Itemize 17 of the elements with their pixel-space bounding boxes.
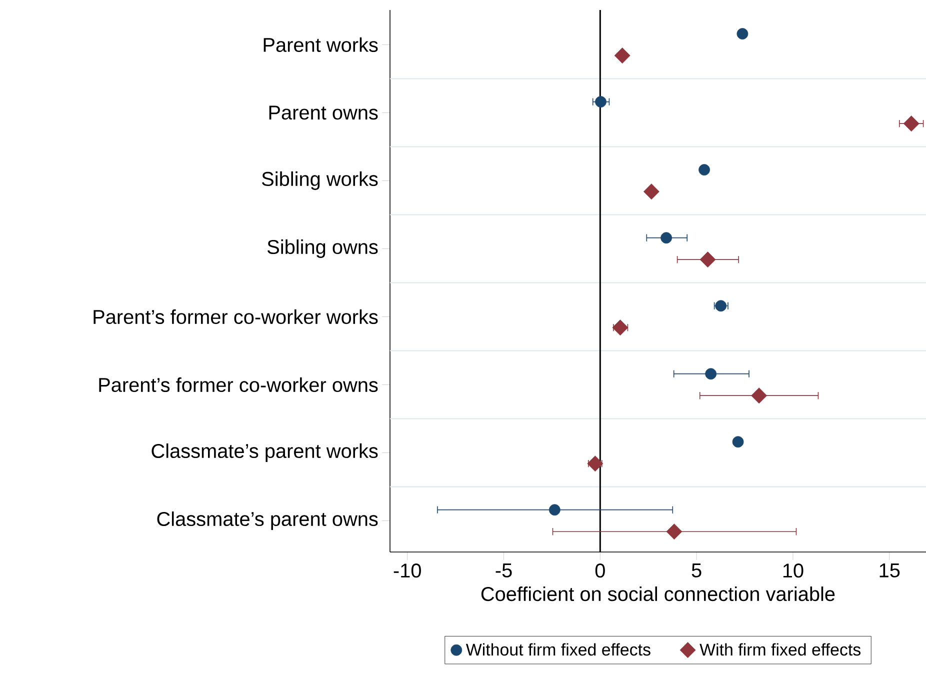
x-tick-label: 10: [783, 564, 804, 578]
y-tick-label: Classmate’s parent works: [152, 443, 378, 462]
x-axis-title: Coefficient on social connection variable: [481, 586, 835, 602]
legend-label: With firm fixed effects: [700, 643, 861, 656]
x-tick-label: 0: [595, 564, 605, 578]
y-tick-label: Parent owns: [269, 106, 378, 120]
x-tick-label: 15: [880, 564, 900, 578]
x-tick-label: -10: [394, 564, 421, 578]
y-tick-label: Sibling owns: [268, 239, 378, 258]
y-tick-label: Parent works: [264, 37, 378, 52]
y-tick-label: Sibling works: [262, 171, 378, 190]
y-tick-label: Parent’s former co-worker works: [94, 309, 378, 324]
y-tick-label: Classmate’s parent owns: [157, 511, 378, 530]
x-tick-label: -5: [496, 564, 512, 578]
y-tick-label: Parent’s former co-worker owns: [99, 377, 378, 392]
legend-label: Without firm fixed effects: [466, 643, 650, 656]
x-tick-label: 5: [692, 564, 702, 578]
